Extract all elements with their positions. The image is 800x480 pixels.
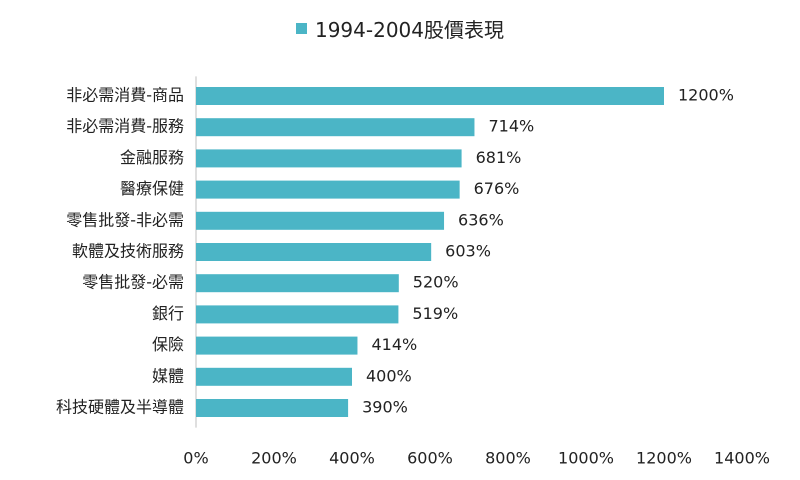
x-tick-label: 600%: [407, 449, 453, 468]
legend-label: 1994-2004股價表現: [314, 18, 504, 42]
legend-swatch: [295, 23, 307, 34]
bar: [196, 305, 399, 324]
category-label: 非必需消費-商品: [66, 86, 184, 105]
bar: [196, 367, 352, 386]
bar: [196, 118, 475, 137]
data-label: 400%: [366, 366, 412, 385]
category-label: 金融服務: [120, 148, 184, 167]
data-label: 603%: [445, 242, 491, 261]
data-label: 390%: [362, 398, 408, 417]
category-label: 保險: [152, 335, 184, 354]
category-label: 科技硬體及半導體: [56, 398, 184, 417]
x-tick-label: 800%: [485, 449, 531, 468]
data-label: 1200%: [678, 86, 734, 105]
category-label: 非必需消費-服務: [66, 117, 184, 136]
bar: [196, 211, 445, 230]
bar: [196, 243, 432, 261]
data-label: 519%: [412, 304, 458, 323]
bar: [196, 87, 664, 105]
data-label: 520%: [413, 273, 459, 292]
bar: [196, 180, 460, 199]
category-label: 銀行: [152, 304, 184, 323]
legend: 1994-2004股價表現: [0, 14, 800, 43]
bar: [196, 399, 349, 417]
bar: [196, 274, 399, 293]
data-label: 414%: [371, 335, 417, 354]
category-label: 零售批發-非必需: [66, 210, 184, 229]
data-label: 714%: [488, 117, 534, 136]
x-tick-label: 1400%: [714, 449, 770, 468]
category-label: 零售批發-必需: [82, 273, 184, 292]
data-label: 676%: [474, 179, 520, 198]
x-tick-label: 1000%: [558, 449, 614, 468]
x-tick-label: 0%: [183, 449, 208, 468]
data-label: 636%: [458, 210, 504, 229]
x-tick-label: 400%: [329, 449, 375, 468]
data-label: 681%: [476, 148, 522, 167]
x-tick-label: 200%: [251, 449, 297, 468]
x-tick-label: 1200%: [636, 449, 692, 468]
bar: [196, 336, 358, 355]
category-label: 軟體及技術服務: [72, 242, 184, 261]
category-label: 醫療保健: [120, 179, 184, 198]
bar: [196, 149, 462, 168]
category-label: 媒體: [152, 366, 184, 385]
